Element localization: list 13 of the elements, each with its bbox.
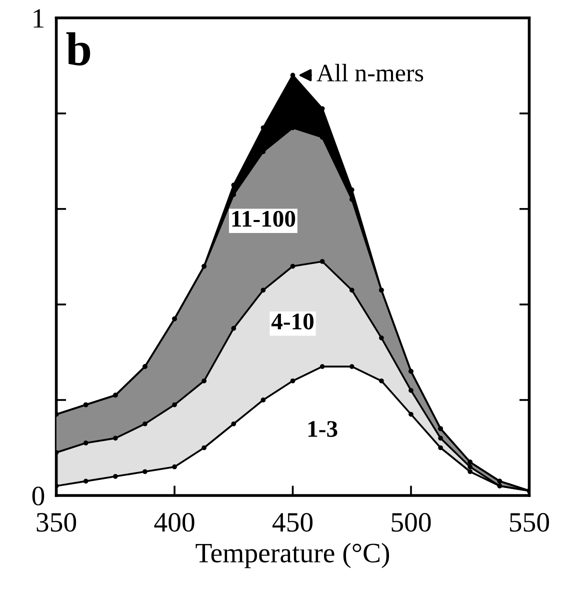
- x-axis-title: Temperature (°C): [196, 542, 390, 568]
- x-tick-label: 400: [154, 512, 194, 532]
- y-tick-label: 1: [34, 9, 44, 28]
- x-tick-label: 500: [392, 512, 431, 532]
- x-tick-label: 450: [272, 512, 313, 532]
- annotation: All n-mers: [316, 64, 424, 82]
- annotation: b: [66, 32, 90, 66]
- series-label: 4-10: [271, 314, 314, 330]
- series-label: 11-100: [232, 210, 296, 227]
- x-tick-label: 350: [36, 512, 76, 532]
- y-tick-label: 0: [32, 486, 44, 506]
- x-tick-label: 550: [510, 512, 549, 532]
- series-label: 1-3: [308, 421, 338, 437]
